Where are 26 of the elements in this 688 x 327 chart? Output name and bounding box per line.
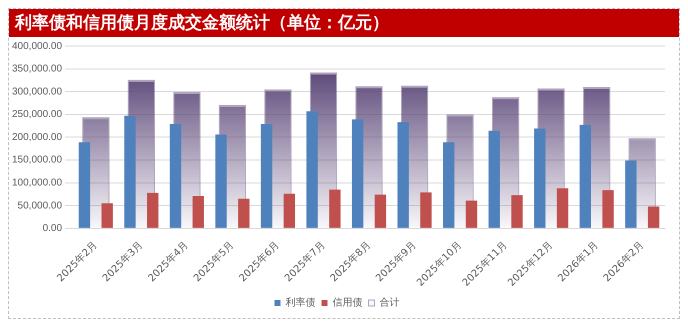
chart-title: 利率债和信用债月度成交金额统计（单位：亿元） (9, 9, 679, 37)
y-tick-label: 50,000.00 (18, 200, 62, 212)
bar (420, 192, 432, 228)
y-tick-label: 100,000.00 (12, 178, 62, 189)
legend-label: 信用债 (332, 296, 362, 309)
y-tick-label: 200,000.00 (12, 132, 62, 143)
bar (374, 194, 386, 228)
y-tick-label: 250,000.00 (12, 109, 62, 120)
bar (648, 206, 660, 228)
bar (147, 192, 158, 228)
legend-label: 利率债 (286, 296, 316, 309)
y-tick-label: 300,000.00 (12, 86, 62, 98)
y-tick-label: 0.00 (42, 223, 62, 234)
legend-label: 合计 (380, 296, 400, 309)
bar (329, 190, 341, 228)
bar (556, 188, 568, 228)
y-tick-label: 150,000.00 (12, 154, 62, 166)
bar (602, 190, 614, 228)
bar (192, 196, 204, 228)
y-tick-label: 350,000.00 (12, 64, 62, 75)
bar (466, 200, 478, 228)
y-tick-label: 400,000.00 (12, 40, 62, 52)
bar (102, 203, 113, 228)
bar (238, 198, 250, 228)
bar (511, 195, 523, 228)
bar (284, 194, 296, 228)
